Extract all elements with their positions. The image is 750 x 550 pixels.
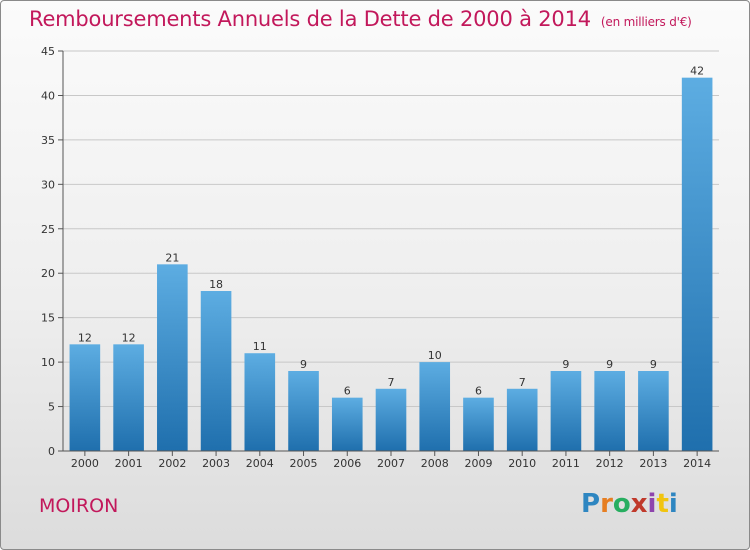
x-tick-label-2000: 2000 xyxy=(71,457,99,470)
chart-title: Remboursements Annuels de la Dette de 20… xyxy=(29,7,692,31)
logo-letter: r xyxy=(600,489,613,519)
x-tick-label-2004: 2004 xyxy=(246,457,274,470)
x-tick-label-2001: 2001 xyxy=(115,457,143,470)
x-tick-label-2009: 2009 xyxy=(464,457,492,470)
bar-2004 xyxy=(244,353,276,451)
y-tick-label: 25 xyxy=(41,223,55,236)
bar-2001 xyxy=(113,344,144,451)
y-tick-label: 5 xyxy=(48,401,55,414)
bar-2010 xyxy=(506,388,538,451)
x-tick-label-2005: 2005 xyxy=(290,457,318,470)
x-tick-label-2013: 2013 xyxy=(639,457,667,470)
value-label-2012: 9 xyxy=(606,358,613,371)
bar-2011 xyxy=(550,371,582,451)
x-tick-label-2012: 2012 xyxy=(596,457,624,470)
bar-2014 xyxy=(681,77,713,452)
x-tick-label-2011: 2011 xyxy=(552,457,580,470)
bar-2003 xyxy=(200,291,232,451)
value-label-2009: 6 xyxy=(475,385,482,398)
value-label-2008: 10 xyxy=(428,349,442,362)
logo-letter: i xyxy=(647,489,657,519)
y-tick-label: 45 xyxy=(41,45,55,58)
axes: 0 5 10 15 20 25 30 35 40 45 2000 2001 2002 2003 2004 20… xyxy=(41,45,719,470)
value-label-2013: 9 xyxy=(650,358,657,371)
y-tick-label: 35 xyxy=(41,134,55,147)
logo-letter: i xyxy=(668,489,678,519)
value-label-2006: 6 xyxy=(344,385,351,398)
x-tick-label-2002: 2002 xyxy=(158,457,186,470)
bar-2006 xyxy=(331,397,363,451)
y-tick-label: 10 xyxy=(41,356,55,369)
x-tick-label-2014: 2014 xyxy=(683,457,711,470)
value-label-2001: 12 xyxy=(122,331,136,344)
logo-letter: x xyxy=(630,489,648,519)
logo-letter: P xyxy=(581,489,601,519)
bar-2008 xyxy=(419,362,451,451)
value-label-2007: 7 xyxy=(388,376,395,389)
chart-title-text: Remboursements Annuels de la Dette de 20… xyxy=(29,7,591,31)
proxiti-logo: Proxiti xyxy=(581,489,678,519)
y-tick-label: 15 xyxy=(41,312,55,325)
x-tick-label-2007: 2007 xyxy=(377,457,405,470)
y-tick-label: 30 xyxy=(41,178,55,191)
place-name: MOIRON xyxy=(39,495,119,517)
y-tick-label: 0 xyxy=(48,445,55,458)
value-label-2003: 18 xyxy=(209,278,223,291)
value-label-2002: 21 xyxy=(165,251,179,264)
x-tick-label-2003: 2003 xyxy=(202,457,230,470)
bar-2002 xyxy=(157,264,188,451)
bar-2007 xyxy=(375,388,407,451)
value-label-2014: 42 xyxy=(690,65,704,78)
bar-2005 xyxy=(288,371,319,451)
value-label-2005: 9 xyxy=(300,358,307,371)
bars: 12 12 21 18 11 9 6 7 10 6 7 9 9 9 42 xyxy=(69,65,713,452)
value-label-2011: 9 xyxy=(562,358,569,371)
value-label-2004: 11 xyxy=(253,340,267,353)
chart-unit: (en milliers d'€) xyxy=(600,15,692,29)
y-tick-label: 20 xyxy=(41,267,55,280)
x-tick-label-2006: 2006 xyxy=(333,457,361,470)
value-label-2000: 12 xyxy=(78,331,92,344)
bar-2012 xyxy=(594,371,625,451)
logo-letter: t xyxy=(656,489,669,519)
x-tick-label-2008: 2008 xyxy=(421,457,449,470)
y-tick-label: 40 xyxy=(41,89,55,102)
bar-2013 xyxy=(638,371,669,451)
logo-letter: o xyxy=(612,489,631,519)
bar-2009 xyxy=(463,397,494,451)
value-label-2010: 7 xyxy=(519,376,526,389)
x-tick-label-2010: 2010 xyxy=(508,457,536,470)
bar-2000 xyxy=(69,344,101,451)
